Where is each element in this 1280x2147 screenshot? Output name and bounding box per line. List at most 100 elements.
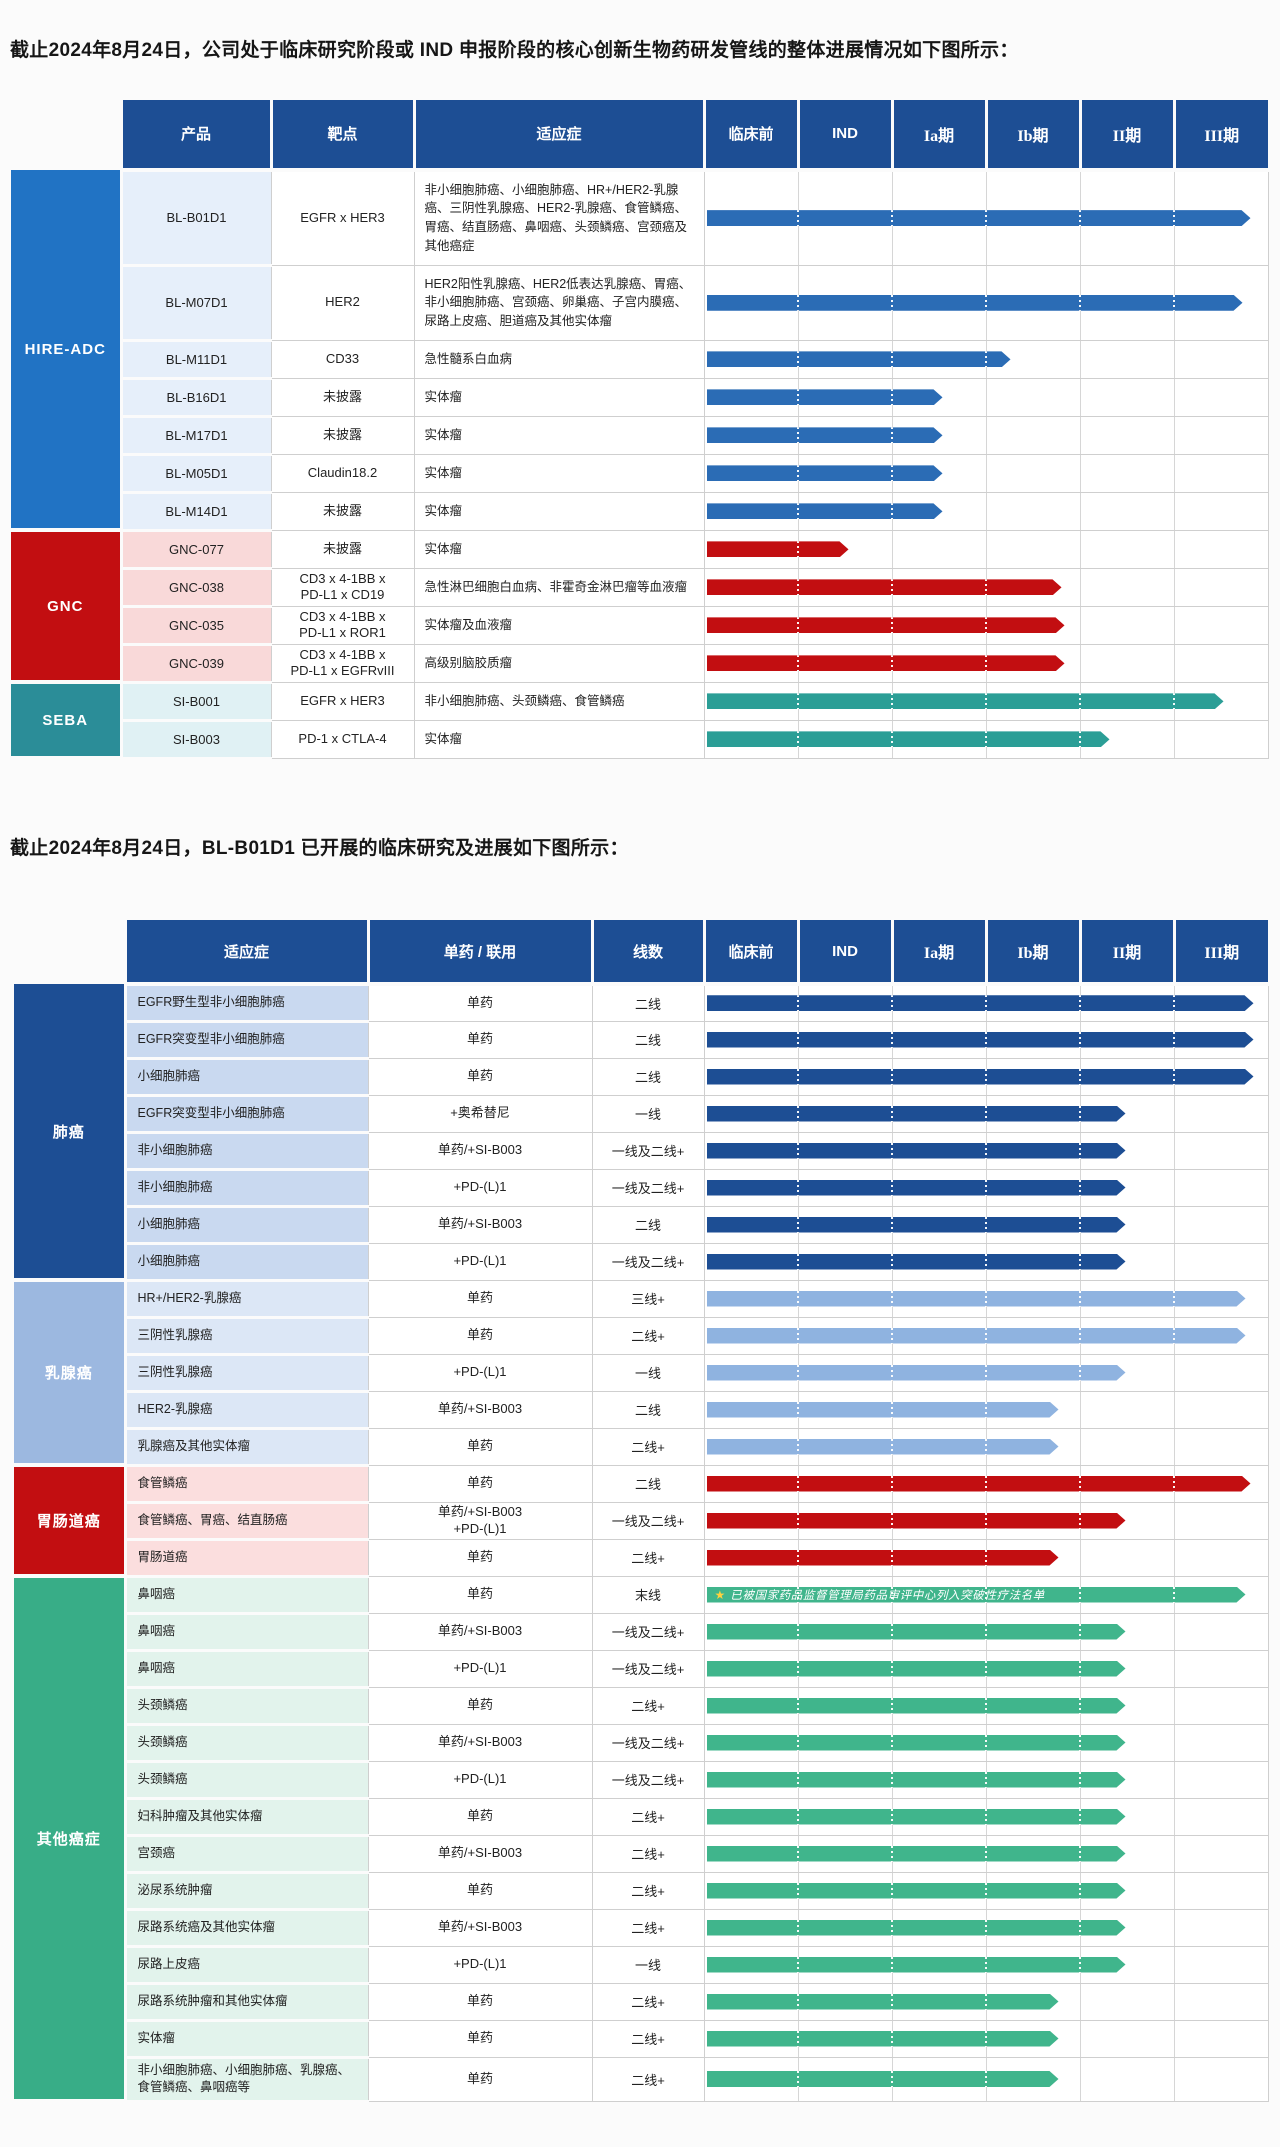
product-cell: BL-B16D1 xyxy=(121,378,271,418)
phase-header: IND xyxy=(796,99,892,172)
table-row: GNC-038 CD3 x 4-1BB x PD-L1 x CD19 急性淋巴细胞白… xyxy=(11,567,1269,608)
indication-cell: 小细胞肺癌 xyxy=(125,1058,368,1097)
indication-cell: 非小细胞肺癌、小细胞肺癌、HR+/HER2-乳腺癌、三阴性乳腺癌、HER2-乳腺… xyxy=(413,169,705,266)
indication-cell: 实体瘤及血液瘤 xyxy=(413,605,705,645)
phase-gridline xyxy=(1079,645,1081,682)
header-corner xyxy=(14,920,125,984)
column-header-product: 产品 xyxy=(119,99,271,172)
phase-track xyxy=(703,605,1269,645)
table-row: HER2-乳腺癌 单药/+SI-B003 二线 xyxy=(14,1390,1269,1430)
product-cell: BL-M14D1 xyxy=(121,492,271,532)
table-row: 乳腺癌 HR+/HER2-乳腺癌 单药 三线+ xyxy=(14,1279,1269,1468)
indication-cell: 非小细胞肺癌 xyxy=(125,1132,368,1171)
phase-separator xyxy=(797,1772,799,1788)
phase-gridline xyxy=(1173,569,1175,606)
indication-cell: 妇科肿瘤及其他实体瘤 xyxy=(125,1798,368,1837)
regimen-cell: 单药 xyxy=(367,1982,593,2021)
phase-separator xyxy=(985,2031,987,2047)
product-cell: BL-M05D1 xyxy=(121,454,271,494)
phase-separator xyxy=(891,1846,893,1862)
phase-separator xyxy=(891,1550,893,1566)
phase-separator xyxy=(797,1513,799,1529)
progress-bar xyxy=(707,1402,1059,1418)
phase-track xyxy=(703,719,1269,759)
indication-cell: EGFR野生型非小细胞肺癌 xyxy=(125,984,368,1023)
indication-cell: 非小细胞肺癌、小细胞肺癌、乳腺癌、食管鳞癌、鼻咽癌等 xyxy=(125,2057,368,2103)
progress-bar xyxy=(707,541,849,557)
regimen-cell: 单药 xyxy=(367,1797,593,1836)
phase-separator xyxy=(797,1957,799,1973)
phase-gridline xyxy=(1079,1540,1081,1576)
phase-gridline xyxy=(1173,1947,1175,1983)
progress-bar xyxy=(707,210,1251,226)
progress-bar xyxy=(707,1439,1059,1455)
phase-track xyxy=(703,1760,1269,1799)
phase-separator xyxy=(985,1106,987,1122)
target-cell: CD3 x 4-1BB x PD-L1 x ROR1 xyxy=(270,605,415,645)
phase-separator xyxy=(797,541,799,557)
indication-cell: 实体瘤 xyxy=(413,415,705,455)
table-row: 其他癌症 鼻咽癌 单药 末线 ★ 已被国家药品监督管理局药品审评中心列入突破性疗法名单 xyxy=(14,1575,1269,2104)
phase-separator xyxy=(797,1698,799,1714)
group-label: 胃肠道癌 xyxy=(14,1465,127,1579)
target-cell: CD3 x 4-1BB x PD-L1 x CD19 xyxy=(270,567,415,607)
phase-header: Ib期 xyxy=(984,99,1080,172)
phase-gridline xyxy=(1079,2058,1081,2101)
phase-separator xyxy=(1079,1291,1081,1307)
phase-separator xyxy=(1079,1698,1081,1714)
product-cell: BL-B01D1 xyxy=(121,169,271,267)
progress-bar xyxy=(707,1328,1246,1344)
progress-bar xyxy=(707,1957,1126,1973)
progress-bar xyxy=(707,1698,1126,1714)
regimen-cell: +PD-(L)1 xyxy=(367,1760,593,1799)
phase-track xyxy=(703,1501,1269,1540)
phase-separator xyxy=(891,1217,893,1233)
phase-separator xyxy=(797,655,799,671)
phase-gridline xyxy=(891,531,893,568)
indication-cell: 高级别脑胶质瘤 xyxy=(413,643,705,683)
treatment-line-cell: 二线+ xyxy=(591,2056,705,2102)
table-row: 小细胞肺癌 +PD-(L)1 一线及二线+ xyxy=(14,1242,1269,1282)
phase-gridline xyxy=(1173,1873,1175,1909)
column-header-treatment-line: 线数 xyxy=(590,920,704,987)
phase-separator xyxy=(797,1069,799,1085)
regimen-cell: +PD-(L)1 xyxy=(367,1168,593,1207)
phase-gridline xyxy=(1173,455,1175,492)
phase-track xyxy=(703,1908,1269,1947)
regimen-cell: 单药 xyxy=(367,983,593,1022)
phase-track xyxy=(703,491,1269,531)
phase-separator xyxy=(985,1513,987,1529)
phase-separator xyxy=(1079,1883,1081,1899)
phase-separator xyxy=(891,1106,893,1122)
phase-separator xyxy=(985,1328,987,1344)
blb01d1-progress-table: 适应症 单药 / 联用 线数 临床前 IND Ia期 Ib期 II期 III期 肺癌 EGFR野生型… xyxy=(14,920,1274,2104)
progress-bar xyxy=(707,2071,1059,2087)
phase-separator xyxy=(891,1476,893,1492)
progress-bar xyxy=(707,1365,1126,1381)
phase-separator xyxy=(797,693,799,709)
phase-separator xyxy=(985,1809,987,1825)
phase-separator xyxy=(985,617,987,633)
table-row: 头颈鳞癌 单药 二线+ xyxy=(14,1686,1269,1726)
phase-gridline xyxy=(1173,1503,1175,1539)
phase-separator xyxy=(797,2031,799,2047)
phase-track xyxy=(703,1834,1269,1873)
regimen-cell: 单药 xyxy=(367,1057,593,1096)
phase-gridline xyxy=(1079,1429,1081,1465)
phase-track xyxy=(703,1612,1269,1651)
phase-track xyxy=(703,529,1269,569)
indication-cell: 头颈鳞癌 xyxy=(125,1687,368,1726)
phase-separator xyxy=(985,2071,987,2087)
treatment-line-cell: 二线+ xyxy=(591,1316,705,1355)
phase-track xyxy=(703,1094,1269,1133)
phase-separator xyxy=(797,1328,799,1344)
phase-separator xyxy=(985,1402,987,1418)
phase-separator xyxy=(891,731,893,747)
progress-bar xyxy=(707,1476,1251,1492)
phase-separator xyxy=(891,1180,893,1196)
progress-bar xyxy=(707,1809,1126,1825)
progress-bar xyxy=(707,1032,1254,1048)
phase-separator xyxy=(891,1957,893,1973)
phase-track xyxy=(703,339,1269,379)
indication-cell: 尿路系统肿瘤和其他实体瘤 xyxy=(125,1983,368,2022)
